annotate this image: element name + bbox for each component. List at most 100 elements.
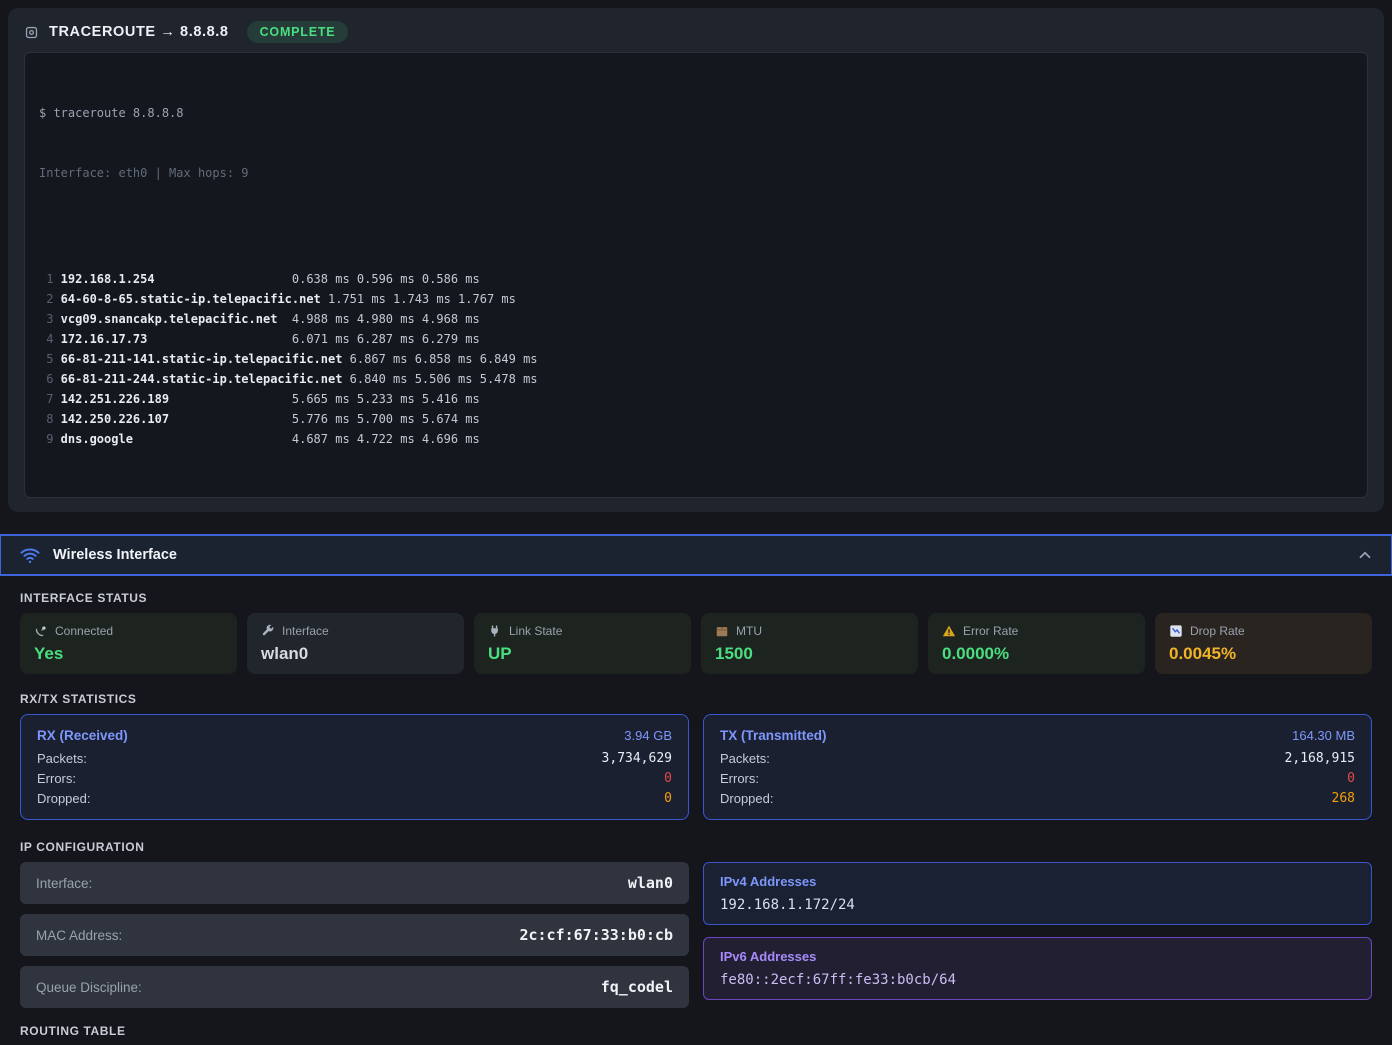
terminal-output: $ traceroute 8.8.8.8 Interface: eth0 | M… xyxy=(24,52,1368,498)
traceroute-title: TRACEROUTE → 8.8.8.8 xyxy=(49,24,229,40)
status-card-label: MTU xyxy=(736,624,762,638)
rxtx-row-label: Dropped: xyxy=(720,789,773,809)
rxtx-row-label: Errors: xyxy=(720,769,759,789)
hop-times: 6.867 ms 6.858 ms 6.849 ms xyxy=(350,352,538,366)
rxtx-row-value: 0 xyxy=(1347,769,1355,789)
rxtx-row: Packets:3,734,629 xyxy=(37,749,672,769)
ip-config-row: Interface: wlan0 xyxy=(20,862,689,904)
hop-number: 8 xyxy=(39,412,53,426)
section-label-rxtx: RX/TX STATISTICS xyxy=(20,692,1372,706)
chip-icon xyxy=(24,25,39,40)
rxtx-card-total: 164.30 MB xyxy=(1292,728,1355,743)
traceroute-hop: 2 64-60-8-65.static-ip.telepacific.net 1… xyxy=(39,289,1353,309)
rxtx-row: Errors: 0 xyxy=(720,769,1355,789)
status-card-label: Error Rate xyxy=(963,624,1018,638)
traceroute-hop: 9 dns.google 4.687 ms 4.722 ms 4.696 ms xyxy=(39,429,1353,449)
rxtx-card-title: RX (Received) xyxy=(37,728,128,743)
wrench-icon xyxy=(261,624,275,638)
rxtx-row: Dropped: 268 xyxy=(720,789,1355,809)
status-card-error-rate: Error Rate 0.0000% xyxy=(928,613,1145,674)
ipv6-value: fe80::2ecf:67ff:fe33:b0cb/64 xyxy=(720,972,1355,988)
wireless-section-body: INTERFACE STATUS Connected Yes Interface wl… xyxy=(0,591,1392,1045)
hop-host: dns.google xyxy=(53,432,291,446)
ipv6-addresses-card: IPv6 Addresses fe80::2ecf:67ff:fe33:b0cb… xyxy=(703,937,1372,1000)
hop-times: 1.751 ms 1.743 ms 1.767 ms xyxy=(328,292,516,306)
rxtx-row: Dropped: 0 xyxy=(37,789,672,809)
hop-number: 3 xyxy=(39,312,53,326)
rxtx-grid: RX (Received)3.94 GBPackets:3,734,629Err… xyxy=(20,714,1372,820)
section-label-ip-configuration: IP CONFIGURATION xyxy=(20,840,1372,854)
hop-number: 7 xyxy=(39,392,53,406)
hop-number: 9 xyxy=(39,432,53,446)
hop-host: 142.251.226.189 xyxy=(53,392,291,406)
status-card-value: wlan0 xyxy=(261,644,450,664)
ip-config-label: Interface: xyxy=(36,876,92,891)
status-card-label: Drop Rate xyxy=(1190,624,1245,638)
wireless-section-header[interactable]: Wireless Interface xyxy=(0,534,1392,576)
rxtx-row-value: 268 xyxy=(1332,789,1355,809)
status-card-value: Yes xyxy=(34,644,223,664)
ipv4-value: 192.168.1.172/24 xyxy=(720,897,1355,913)
rxtx-row-label: Dropped: xyxy=(37,789,90,809)
section-label-interface-status: INTERFACE STATUS xyxy=(20,591,1372,605)
status-card-value: 0.0000% xyxy=(942,644,1131,664)
hop-times: 0.638 ms 0.596 ms 0.586 ms xyxy=(292,272,480,286)
hop-number: 2 xyxy=(39,292,53,306)
ip-config-value: wlan0 xyxy=(628,874,673,892)
traceroute-hop: 8 142.250.226.107 5.776 ms 5.700 ms 5.67… xyxy=(39,409,1353,429)
terminal-command: $ traceroute 8.8.8.8 xyxy=(39,103,1353,123)
ip-config-label: MAC Address: xyxy=(36,928,122,943)
rxtx-card-total: 3.94 GB xyxy=(624,728,672,743)
wifi-icon xyxy=(19,546,41,564)
hop-number: 5 xyxy=(39,352,53,366)
hop-host: 172.16.17.73 xyxy=(53,332,291,346)
rxtx-row: Packets:2,168,915 xyxy=(720,749,1355,769)
chart-down-icon xyxy=(1169,624,1183,638)
status-card-label: Connected xyxy=(55,624,113,638)
hop-host: 64-60-8-65.static-ip.telepacific.net xyxy=(53,292,328,306)
ip-config-row: MAC Address: 2c:cf:67:33:b0:cb xyxy=(20,914,689,956)
hop-times: 6.071 ms 6.287 ms 6.279 ms xyxy=(292,332,480,346)
rxtx-row-value: 0 xyxy=(664,789,672,809)
hop-number: 1 xyxy=(39,272,53,286)
hop-host: 192.168.1.254 xyxy=(53,272,291,286)
ip-fields: Interface: wlan0 MAC Address: 2c:cf:67:33:b… xyxy=(20,862,689,1008)
traceroute-hop: 7 142.251.226.189 5.665 ms 5.233 ms 5.41… xyxy=(39,389,1353,409)
wireless-section-title: Wireless Interface xyxy=(53,547,177,563)
ipv6-title: IPv6 Addresses xyxy=(720,949,1355,964)
rxtx-card: RX (Received) 3.94 GB Packets:3,734,629Err… xyxy=(20,714,689,820)
hop-host: 66-81-211-244.static-ip.telepacific.net xyxy=(53,372,349,386)
hop-host: vcg09.snancakp.telepacific.net xyxy=(53,312,291,326)
traceroute-hop: 3 vcg09.snancakp.telepacific.net 4.988 m… xyxy=(39,309,1353,329)
ip-config-row: Queue Discipline: fq_codel xyxy=(20,966,689,1008)
ip-configuration-grid: Interface: wlan0 MAC Address: 2c:cf:67:33:b… xyxy=(20,862,1372,1008)
rxtx-row-value: 2,168,915 xyxy=(1285,749,1355,769)
rxtx-row-label: Errors: xyxy=(37,769,76,789)
traceroute-hop: 4 172.16.17.73 6.071 ms 6.287 ms 6.279 m… xyxy=(39,329,1353,349)
traceroute-hop: 5 66-81-211-141.static-ip.telepacific.ne… xyxy=(39,349,1353,369)
ip-config-value: fq_codel xyxy=(601,978,673,996)
ip-config-value: 2c:cf:67:33:b0:cb xyxy=(519,926,673,944)
status-card-mtu: MTU1500 xyxy=(701,613,918,674)
chevron-up-icon[interactable] xyxy=(1357,547,1373,563)
status-card-drop-rate: Drop Rate0.0045% xyxy=(1155,613,1372,674)
terminal-spacer xyxy=(39,223,1353,229)
rxtx-row-value: 3,734,629 xyxy=(602,749,672,769)
hop-number: 6 xyxy=(39,372,53,386)
ip-config-label: Queue Discipline: xyxy=(36,980,142,995)
hop-number: 4 xyxy=(39,332,53,346)
rxtx-row: Errors:0 xyxy=(37,769,672,789)
warning-icon xyxy=(942,624,956,638)
traceroute-header: TRACEROUTE → 8.8.8.8 COMPLETE xyxy=(24,18,1368,46)
terminal-meta: Interface: eth0 | Max hops: 9 xyxy=(39,163,1353,183)
hop-times: 5.776 ms 5.700 ms 5.674 ms xyxy=(292,412,480,426)
status-card-connected: Connected Yes xyxy=(20,613,237,674)
ip-address-cards: IPv4 Addresses 192.168.1.172/24 IPv6 Add… xyxy=(703,862,1372,1008)
status-card-label: Interface xyxy=(282,624,329,638)
hop-host: 66-81-211-141.static-ip.telepacific.net xyxy=(53,352,349,366)
traceroute-hops: 1 192.168.1.254 0.638 ms 0.596 ms 0.586 … xyxy=(39,269,1353,449)
ipv4-title: IPv4 Addresses xyxy=(720,874,1355,889)
status-card-label: Link State xyxy=(509,624,562,638)
section-label-routing-table: ROUTING TABLE xyxy=(20,1024,1372,1038)
hop-times: 5.665 ms 5.233 ms 5.416 ms xyxy=(292,392,480,406)
